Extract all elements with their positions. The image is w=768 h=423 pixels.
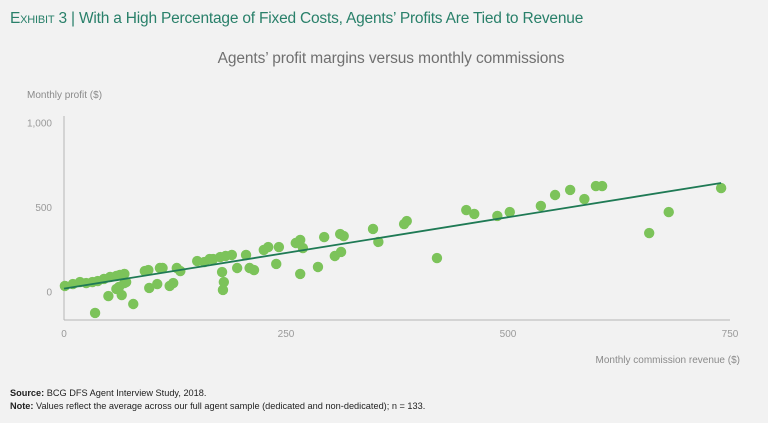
y-axis-label: Monthly profit ($): [27, 90, 103, 101]
data-point: [119, 268, 130, 280]
data-point: [564, 184, 576, 196]
data-point: [273, 241, 285, 253]
exhibit-heading: With a High Percentage of Fixed Costs, A…: [78, 10, 584, 27]
x-tick-label: 0: [61, 329, 67, 340]
data-point: [643, 227, 655, 239]
axes: [63, 116, 730, 321]
data-point: [231, 262, 243, 274]
data-point: [271, 258, 282, 270]
data-point: [152, 278, 163, 290]
x-tick-label: 250: [278, 329, 295, 340]
chart-title: Agents’ profit margins versus monthly co…: [217, 50, 565, 67]
data-point: [431, 252, 443, 264]
data-point: [128, 298, 139, 310]
note-label: Note:: [10, 400, 34, 411]
trendline-group: [63, 182, 722, 290]
data-point: [240, 249, 252, 261]
data-point: [175, 265, 186, 277]
data-point: [596, 180, 608, 192]
data-point: [401, 215, 412, 227]
data-point: [295, 234, 306, 246]
exhibit-label: Exhibit 3: [10, 10, 67, 27]
data-point: [549, 189, 561, 201]
data-point: [504, 206, 515, 218]
data-point: [89, 307, 101, 319]
tick-labels: 0 500 1,000 0 250 500 750: [27, 119, 739, 341]
note-text: Values reflect the average across our fu…: [33, 400, 426, 411]
data-point: [144, 282, 155, 294]
data-point: [217, 284, 229, 296]
data-points: [59, 180, 727, 319]
data-point: [248, 264, 260, 276]
y-tick-label: 1,000: [27, 119, 52, 130]
trendline: [63, 182, 722, 290]
data-point: [168, 277, 179, 289]
data-point: [216, 266, 228, 278]
data-point: [579, 193, 590, 205]
data-point: [469, 208, 480, 220]
data-point: [318, 231, 330, 243]
source-label: Source:: [10, 388, 45, 398]
data-point: [535, 200, 547, 212]
data-point: [157, 262, 168, 274]
source-line: Source: BCG DFS Agent Interview Study, 2…: [10, 387, 425, 400]
data-point: [218, 276, 230, 288]
note-line: Note: Values reflect the average across …: [10, 400, 425, 413]
data-point: [263, 241, 274, 253]
data-point: [295, 268, 306, 280]
data-point: [715, 182, 727, 194]
x-tick-label: 500: [500, 329, 517, 340]
data-point: [338, 230, 349, 242]
x-tick-label: 750: [722, 329, 739, 340]
data-point: [335, 246, 347, 258]
data-point: [663, 206, 674, 218]
data-point: [461, 204, 472, 216]
data-point: [367, 223, 379, 235]
source-text: BCG DFS Agent Interview Study, 2018.: [44, 388, 207, 398]
data-point: [143, 264, 154, 276]
exhibit-title: Exhibit 3 | With a High Percentage of Fi…: [10, 10, 583, 28]
y-tick-label: 500: [35, 203, 52, 214]
y-tick-label: 0: [46, 288, 52, 299]
exhibit-separator: |: [71, 10, 75, 27]
data-point: [312, 261, 324, 273]
x-axis-label: Monthly commission revenue ($): [595, 355, 741, 366]
footer: Source: BCG DFS Agent Interview Study, 2…: [10, 387, 425, 412]
data-point: [226, 249, 238, 261]
data-point: [103, 290, 114, 302]
